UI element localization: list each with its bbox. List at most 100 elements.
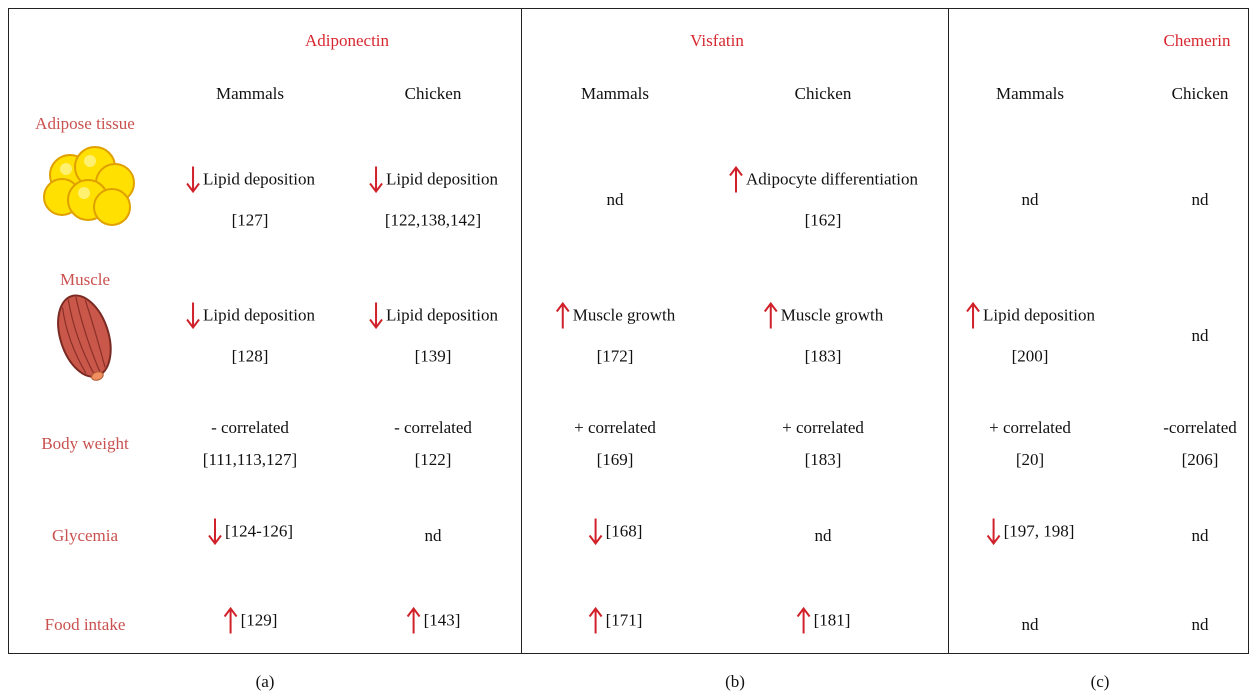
cell: + correlated[20] — [989, 412, 1071, 476]
arrow-path — [557, 304, 569, 329]
cell-text: Muscle growth — [573, 300, 675, 332]
cell-text: Lipid deposition — [386, 300, 498, 332]
arrow-path — [187, 167, 199, 192]
arrow-path — [209, 519, 221, 544]
cell-line: nd — [1022, 184, 1039, 216]
cell-line: - correlated — [211, 412, 289, 444]
cell-text: + correlated — [782, 412, 864, 444]
cell: Adipocyte differentiation [162] — [728, 164, 918, 237]
cell-text: - correlated — [211, 412, 289, 444]
arrow-down — [185, 166, 201, 194]
cell-line: [183] — [763, 341, 883, 373]
cell-line: [168] — [588, 516, 643, 548]
cell-text: [128] — [232, 347, 269, 366]
cell-text: Adipocyte differentiation — [746, 164, 918, 196]
cell-line: nd — [607, 184, 624, 216]
cell-text: [197, 198] — [1004, 516, 1075, 548]
cell-line: [169] — [574, 444, 656, 476]
cell-text: [122,138,142] — [385, 211, 481, 230]
cell-text: [111,113,127] — [203, 450, 297, 469]
arrow-up — [763, 302, 779, 330]
cell-text: nd — [1192, 320, 1209, 352]
cell-line: Adipocyte differentiation — [728, 164, 918, 196]
cell: [171] — [588, 605, 643, 646]
cell-text: [172] — [597, 347, 634, 366]
cell-text: [20] — [1016, 450, 1044, 469]
cell-line: nd — [1192, 609, 1209, 641]
cell-line: nd — [1192, 520, 1209, 552]
cell-line: nd — [1022, 609, 1039, 641]
cell-line: Muscle growth — [763, 300, 883, 332]
cell-text: [181] — [814, 605, 851, 637]
arrow-up — [588, 607, 604, 635]
cell-line: [128] — [185, 341, 315, 373]
arrow-path — [187, 303, 199, 328]
arrow-down — [368, 302, 384, 330]
cell-line: [200] — [965, 341, 1095, 373]
row-label: Body weight — [41, 434, 128, 454]
cell-text: [206] — [1182, 450, 1219, 469]
cell: Lipid deposition [122,138,142] — [368, 164, 498, 237]
cell: - correlated[122] — [394, 412, 472, 476]
arrow-down — [588, 518, 604, 546]
column-header: Mammals — [996, 84, 1064, 104]
cell: + correlated [169] — [574, 412, 656, 476]
cell-line: [181] — [796, 605, 851, 637]
cell: nd — [607, 184, 624, 216]
cell: Lipid deposition [139] — [368, 300, 498, 373]
cell-text: [129] — [241, 605, 278, 637]
cell-line: [197, 198] — [986, 516, 1075, 548]
cell: nd — [1192, 320, 1209, 352]
cell-text: nd — [1192, 184, 1209, 216]
cell: nd — [425, 520, 442, 552]
cell-text: [171] — [606, 605, 643, 637]
cell-line: Muscle growth — [555, 300, 675, 332]
arrow-path — [370, 167, 382, 192]
cell-text: nd — [1192, 520, 1209, 552]
cell-text: Lipid deposition — [386, 164, 498, 196]
cell-text: [139] — [415, 347, 452, 366]
cell-line: [129] — [223, 605, 278, 637]
cell-text: nd — [1022, 609, 1039, 641]
column-header: Chicken — [1172, 84, 1229, 104]
column-header: Mammals — [216, 84, 284, 104]
column-header: Mammals — [581, 84, 649, 104]
cell-line: + correlated — [782, 412, 864, 444]
cell: [124-126] — [207, 516, 293, 557]
cell-text: nd — [815, 520, 832, 552]
cell-line: [139] — [368, 341, 498, 373]
cell-text: [183] — [805, 347, 842, 366]
cell-text: [124-126] — [225, 516, 293, 548]
arrow-path — [730, 168, 742, 193]
cell-line: [122,138,142] — [368, 205, 498, 237]
adipose-icon — [40, 145, 140, 230]
group-title: Chemerin — [1163, 31, 1230, 51]
arrow-up — [796, 607, 812, 635]
arrow-path — [765, 304, 777, 329]
cell-line: [162] — [728, 205, 918, 237]
column-header: Chicken — [405, 84, 462, 104]
arrow-up — [728, 166, 744, 194]
cell-line: [143] — [406, 605, 461, 637]
cell-line: -correlated — [1163, 412, 1237, 444]
cell: Muscle growth [172] — [555, 300, 675, 373]
cell-text: [168] — [606, 516, 643, 548]
figure: AdiponectinMammalsChickenVisfatinMammals… — [0, 0, 1258, 692]
cell-text: [200] — [1012, 347, 1049, 366]
cell-text: [122] — [415, 450, 452, 469]
cell: -correlated [206] — [1163, 412, 1237, 476]
cell-text: [169] — [597, 450, 634, 469]
group-title: Adiponectin — [305, 31, 389, 51]
cell: nd — [1192, 184, 1209, 216]
cell-line: [124-126] — [207, 516, 293, 548]
arrow-up — [406, 607, 422, 635]
cell-line: [20] — [989, 444, 1071, 476]
cell: Lipid deposition[128] — [185, 300, 315, 373]
cell-text: nd — [425, 520, 442, 552]
cell-text: + correlated — [574, 412, 656, 444]
cell-text: nd — [607, 184, 624, 216]
arrow-up — [555, 302, 571, 330]
arrow-down — [207, 518, 223, 546]
caption: (b) — [725, 672, 745, 692]
arrow-path — [798, 609, 810, 634]
